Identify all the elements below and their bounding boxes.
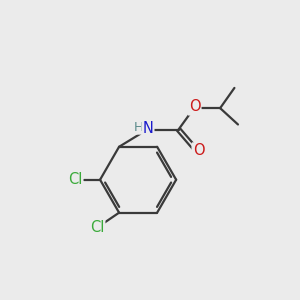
Text: O: O xyxy=(189,99,200,114)
Text: Cl: Cl xyxy=(68,172,82,187)
Text: H: H xyxy=(134,121,143,134)
Text: O: O xyxy=(193,143,204,158)
Text: Cl: Cl xyxy=(90,220,104,235)
Text: N: N xyxy=(142,121,153,136)
